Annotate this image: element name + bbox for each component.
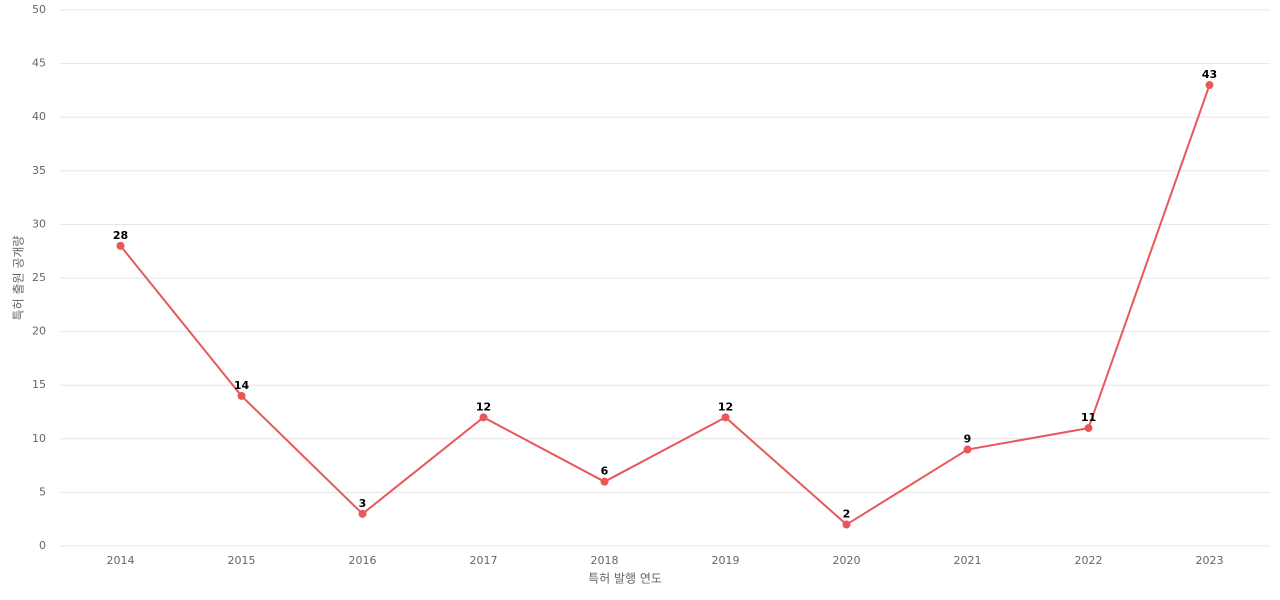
y-tick-label: 15 <box>32 378 46 391</box>
line <box>119 84 1211 526</box>
point <box>721 413 730 422</box>
point <box>116 241 125 250</box>
point <box>479 413 488 422</box>
y-tick-label: 5 <box>39 485 46 498</box>
y-tick-label: 10 <box>32 432 46 445</box>
data-label: 9 <box>964 433 972 446</box>
y-tick-label: 45 <box>32 57 46 70</box>
data-label: 28 <box>113 229 128 242</box>
point <box>358 509 367 518</box>
x-tick-label: 2014 <box>107 554 135 567</box>
x-tick-label: 2016 <box>349 554 377 567</box>
data-label: 2 <box>843 508 851 521</box>
point <box>1205 81 1214 90</box>
x-tick-label: 2022 <box>1075 554 1103 567</box>
data-label: 12 <box>718 400 733 413</box>
y-axis-label: 특허 출원 공개량 <box>12 236 26 321</box>
y-tick-label: 40 <box>32 110 46 123</box>
data-label: 11 <box>1081 411 1096 424</box>
y-tick-label: 20 <box>32 325 46 338</box>
x-tick-label: 2019 <box>712 554 740 567</box>
point <box>842 520 851 529</box>
y-tick-label: 50 <box>32 3 46 16</box>
y-tick-label: 30 <box>32 217 46 230</box>
x-tick-label: 2023 <box>1196 554 1224 567</box>
data-label: 14 <box>234 379 250 392</box>
y-tick-label: 0 <box>39 539 46 552</box>
point <box>237 391 246 400</box>
point <box>600 477 609 486</box>
x-tick-label: 2021 <box>954 554 982 567</box>
y-tick-label: 35 <box>32 164 46 177</box>
x-tick-label: 2020 <box>833 554 861 567</box>
y-tick-label: 25 <box>32 271 46 284</box>
data-label: 43 <box>1202 68 1217 81</box>
point <box>1084 424 1093 433</box>
x-axis-label: 특허 발행 연도 <box>588 571 662 586</box>
data-label: 12 <box>476 400 491 413</box>
point <box>963 445 972 454</box>
x-tick-label: 2015 <box>228 554 256 567</box>
data-label: 6 <box>601 465 609 478</box>
x-tick-label: 2018 <box>591 554 619 567</box>
x-tick-label: 2017 <box>470 554 498 567</box>
data-label: 3 <box>359 497 367 510</box>
